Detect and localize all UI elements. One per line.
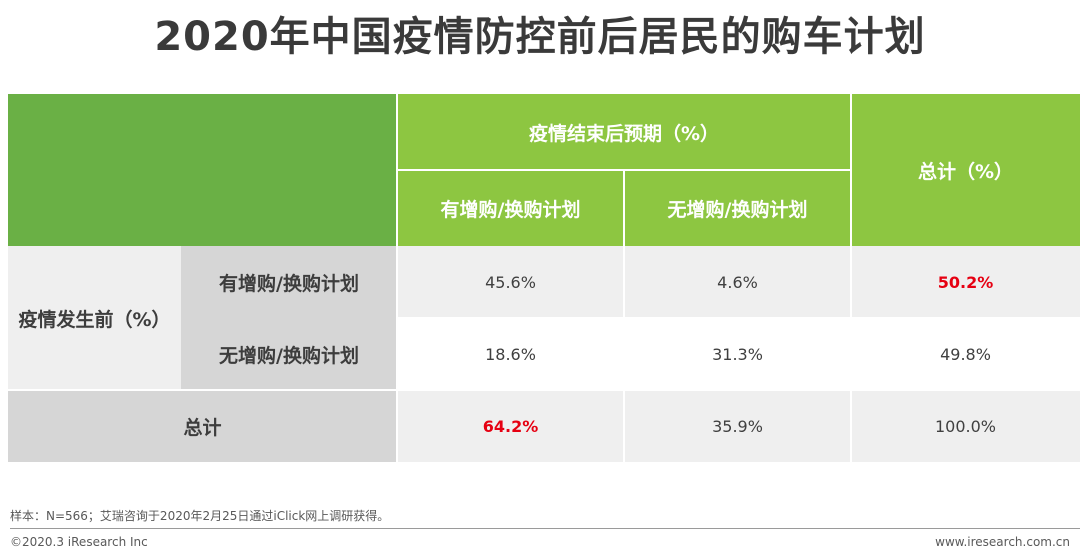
grid-line bbox=[623, 170, 625, 462]
cell-total-plan: 64.2% bbox=[397, 390, 624, 462]
grid-line bbox=[8, 389, 1080, 391]
page-title: 2020年中国疫情防控前后居民的购车计划 bbox=[154, 14, 926, 60]
grid-line bbox=[396, 94, 398, 462]
column-header-total: 总计（%） bbox=[851, 94, 1080, 246]
sample-note: 样本：N=566；艾瑞咨询于2020年2月25日通过iClick网上调研获得。 bbox=[10, 509, 390, 523]
cell-noplan-total: 49.8% bbox=[851, 318, 1080, 390]
cell-total-noplan: 35.9% bbox=[624, 390, 851, 462]
cell-plan-noplan: 4.6% bbox=[624, 246, 851, 318]
purchase-plan-table: 疫情结束后预期（%） 有增购/换购计划 无增购/换购计划 总计（%） 疫情发生前… bbox=[8, 94, 1080, 462]
website-url: www.iresearch.com.cn bbox=[935, 535, 1070, 549]
grid-line bbox=[397, 317, 1080, 319]
grid-line bbox=[397, 169, 851, 171]
row-label-noplan: 无增购/换购计划 bbox=[181, 318, 397, 390]
cell-noplan-noplan: 31.3% bbox=[624, 318, 851, 390]
copyright-text: ©2020.3 iResearch Inc bbox=[10, 535, 148, 549]
row-group-label: 疫情发生前（%） bbox=[8, 246, 181, 390]
cell-plan-total: 50.2% bbox=[851, 246, 1080, 318]
cell-plan-plan: 45.6% bbox=[397, 246, 624, 318]
table-corner-header bbox=[8, 94, 397, 246]
row-label-total: 总计 bbox=[8, 390, 397, 462]
grid-line bbox=[850, 94, 852, 462]
cell-noplan-plan: 18.6% bbox=[397, 318, 624, 390]
column-header-noplan: 无增购/换购计划 bbox=[624, 170, 851, 246]
column-header-plan: 有增购/换购计划 bbox=[397, 170, 624, 246]
footer-divider bbox=[10, 528, 1080, 529]
column-group-header: 疫情结束后预期（%） bbox=[397, 94, 851, 170]
cell-total-total: 100.0% bbox=[851, 390, 1080, 462]
row-label-plan: 有增购/换购计划 bbox=[181, 246, 397, 318]
